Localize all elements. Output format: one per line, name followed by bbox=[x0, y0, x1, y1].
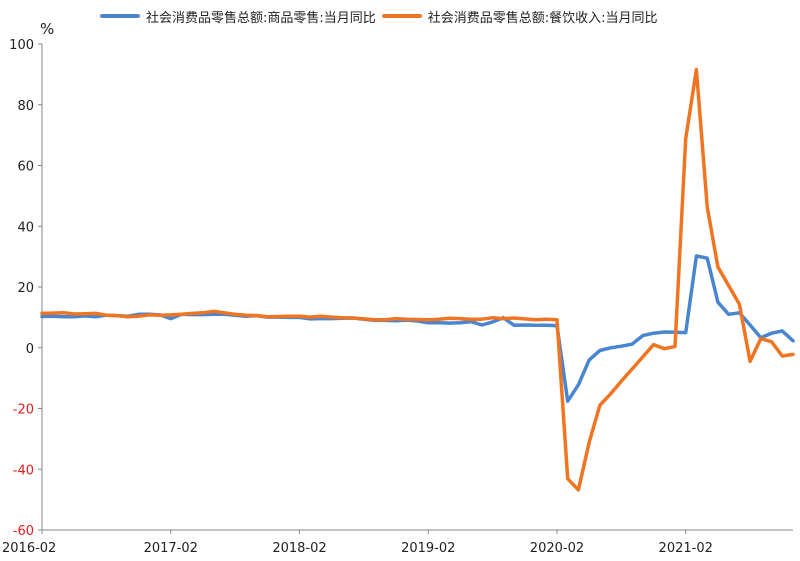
series-line-catering bbox=[40, 67, 795, 492]
x-tick-label: 2016-02 bbox=[2, 541, 56, 556]
y-tick-label: -20 bbox=[13, 403, 34, 418]
y-tick-label: -60 bbox=[13, 524, 34, 539]
x-tick-label: 2020-02 bbox=[530, 541, 584, 556]
y-tick-label: 20 bbox=[17, 281, 34, 296]
y-tick-label: -40 bbox=[13, 463, 34, 478]
series-line-retail bbox=[40, 254, 795, 403]
y-tick-label: 100 bbox=[9, 38, 34, 53]
legend-label-catering: 社会消费品零售总额:餐饮收入:当月同比 bbox=[427, 10, 658, 26]
x-tick-label: 2018-02 bbox=[272, 541, 326, 556]
legend-swatch-retail bbox=[100, 14, 140, 18]
x-tick-label: 2017-02 bbox=[144, 541, 198, 556]
legend-item-catering: 社会消费品零售总额:餐饮收入:当月同比 bbox=[381, 7, 658, 26]
x-tick-label: 2019-02 bbox=[401, 541, 455, 556]
legend-label-retail: 社会消费品零售总额:商品零售:当月同比 bbox=[146, 10, 376, 26]
y-axis-unit: % bbox=[40, 20, 55, 38]
y-tick-label: 60 bbox=[17, 160, 34, 175]
legend-item-retail: 社会消费品零售总额:商品零售:当月同比 bbox=[100, 7, 376, 26]
legend-swatch-catering bbox=[381, 14, 422, 18]
x-tick-label: 2021-02 bbox=[659, 541, 713, 556]
legend: 社会消费品零售总额:商品零售:当月同比 社会消费品零售总额:餐饮收入:当月同比 bbox=[100, 5, 664, 27]
y-tick-label: 40 bbox=[17, 220, 34, 235]
y-tick-label: 80 bbox=[17, 99, 34, 114]
y-tick-label: 0 bbox=[26, 342, 34, 357]
